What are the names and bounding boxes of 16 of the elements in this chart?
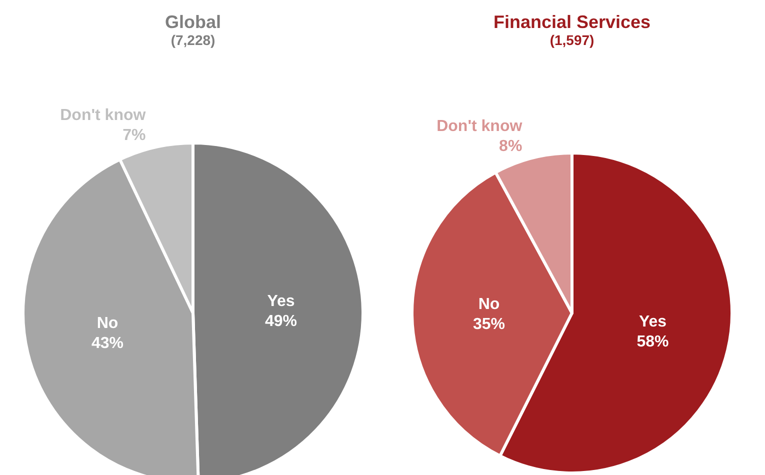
data-label: 7% [122,127,146,144]
slice-label: Yes [267,293,295,310]
data-label: 58% [636,334,669,351]
chart-title: Financial Services [493,12,651,32]
chart-title: Global [164,12,222,32]
chart-subtitle: (1,597) [550,32,594,48]
data-label: 35% [472,316,506,333]
slice-label: Don't know [436,118,523,136]
data-label: 49% [264,313,298,330]
chart-subtitle: (7,228) [170,32,216,48]
slice-label: No [478,296,500,313]
slice-label: Don't know [60,107,146,124]
slice-label: Yes [638,314,667,331]
slice-label: No [96,315,118,332]
data-label: 43% [91,335,124,352]
data-label: 8% [499,138,522,156]
